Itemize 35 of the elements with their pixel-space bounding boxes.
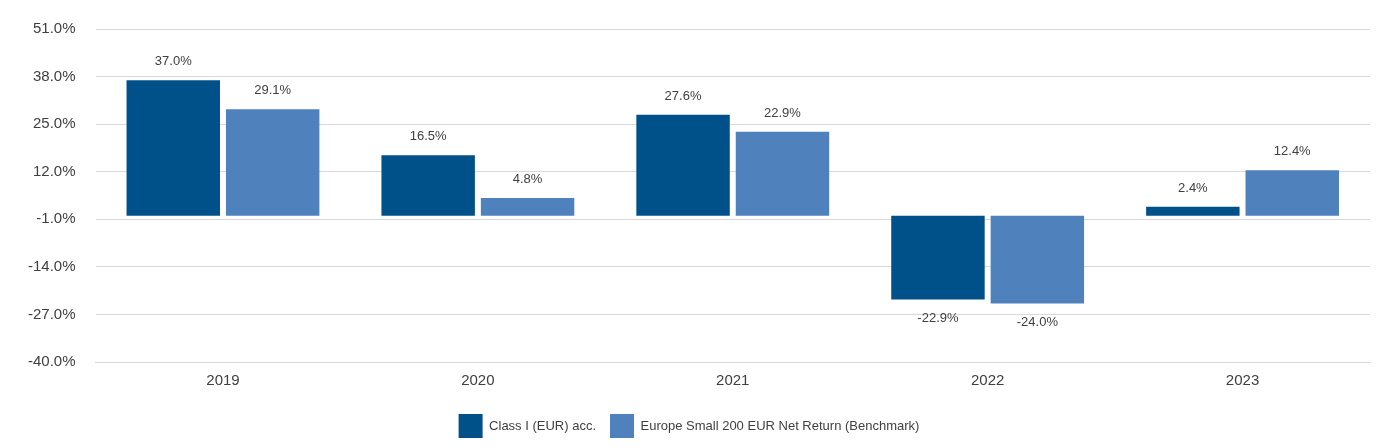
- data-label: 29.1%: [254, 82, 292, 98]
- bar: [990, 215, 1085, 304]
- legend-label: Class I (EUR) acc.: [489, 417, 597, 433]
- data-label: 16.5%: [409, 128, 448, 144]
- bar: [480, 198, 575, 216]
- bar: [891, 215, 985, 300]
- bar: [735, 131, 830, 216]
- data-label: 12.4%: [1273, 143, 1312, 159]
- bar: [381, 155, 475, 216]
- y-tick-label: -1.0%: [36, 209, 76, 227]
- legend-label: Europe Small 200 EUR Net Return (Benchmark): [640, 417, 920, 433]
- x-tick-label: 2023: [1225, 371, 1260, 389]
- bar: [126, 80, 220, 216]
- data-label: -22.9%: [917, 309, 959, 325]
- y-tick-label: -27.0%: [28, 304, 76, 322]
- data-label: 2.4%: [1178, 179, 1209, 195]
- y-tick-label: 51.0%: [32, 19, 76, 37]
- y-tick-label: -40.0%: [28, 352, 76, 370]
- x-tick-label: 2021: [716, 371, 750, 389]
- x-tick-label: 2022: [970, 371, 1005, 389]
- y-tick-label: 12.0%: [32, 161, 76, 179]
- bar: [1245, 170, 1339, 216]
- y-tick-label: 38.0%: [32, 66, 76, 84]
- data-label: 4.8%: [512, 171, 543, 187]
- y-tick-label: -14.0%: [28, 257, 76, 274]
- y-tick-label: 25.0%: [32, 114, 76, 132]
- x-tick-label: 2019: [206, 371, 240, 389]
- x-tick-label: 2020: [461, 371, 495, 389]
- bar: [225, 109, 320, 216]
- bar: [636, 114, 730, 216]
- data-label: 27.6%: [664, 87, 702, 103]
- data-label: -24.0%: [1016, 313, 1059, 329]
- data-label: 37.0%: [154, 53, 193, 69]
- bar: [1146, 206, 1240, 216]
- data-label: 22.9%: [764, 104, 802, 120]
